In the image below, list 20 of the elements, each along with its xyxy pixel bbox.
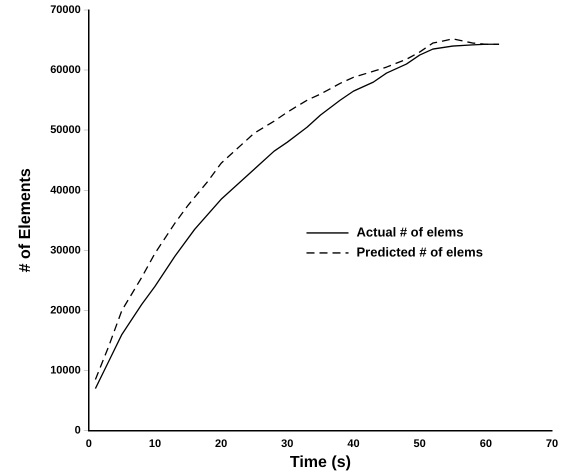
y-axis-title: # of Elements [17,168,34,272]
x-axis-title: Time (s) [290,454,351,471]
y-tick-label: 40000 [50,184,81,196]
legend-label: Predicted # of elems [356,244,483,260]
y-tick-label: 10000 [50,364,81,377]
x-tick-label: 20 [215,438,228,450]
y-tick-label: 60000 [50,64,81,76]
y-tick-label: 20000 [50,304,81,316]
legend-label: Actual # of elems [356,224,464,240]
x-tick-label: 70 [546,438,558,450]
x-tick-label: 0 [86,438,92,450]
x-tick-label: 30 [281,438,294,450]
x-tick-label: 10 [148,438,162,450]
y-tick-label: 70000 [50,4,81,16]
y-tick-label: 0 [74,424,81,437]
y-tick-label: 50000 [50,124,81,136]
x-tick-label: 40 [347,438,360,450]
x-tick-label: 50 [414,438,426,450]
x-tick-label: 60 [480,438,492,450]
y-tick-label: 30000 [50,244,81,256]
